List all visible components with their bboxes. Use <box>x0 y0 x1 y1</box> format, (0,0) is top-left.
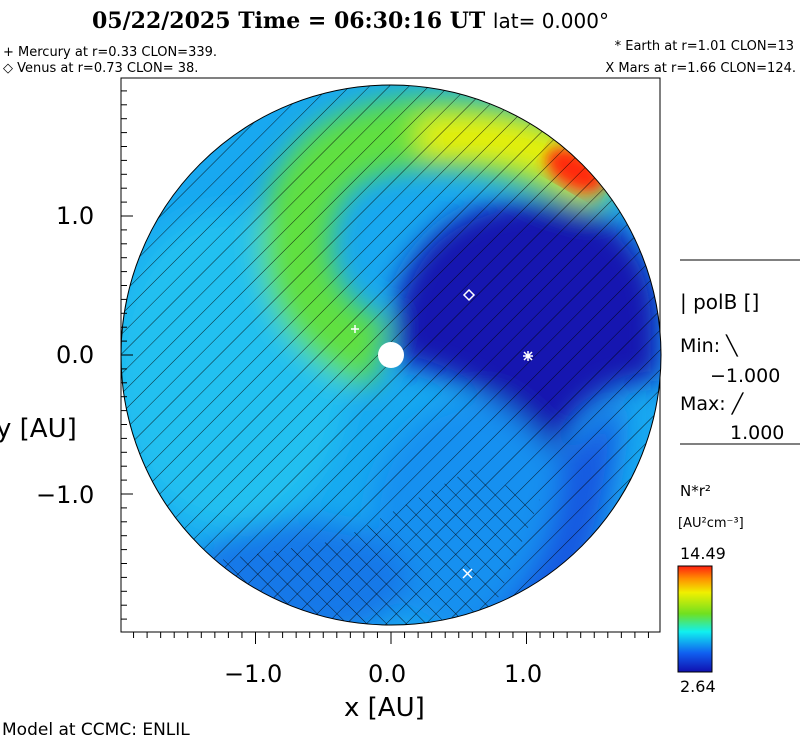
mars-label: X Mars at r=1.66 CLON=124. <box>605 61 796 76</box>
venus-label: ◇ Venus at r=0.73 CLON= 38. <box>3 61 199 76</box>
mercury-marker <box>351 325 359 333</box>
x-tick-label: 0.0 <box>368 660 407 688</box>
x-tick-label: 1.0 <box>504 660 543 688</box>
y-axis-ticks <box>121 90 133 620</box>
min-label: Min: ╲ <box>680 335 738 357</box>
colorbar-max: 14.49 <box>680 544 726 563</box>
y-axis-label: y [AU] <box>0 414 77 444</box>
mercury-label: + Mercury at r=0.33 CLON=339. <box>3 45 218 60</box>
mars-marker <box>462 568 473 579</box>
x-axis-label: x [AU] <box>344 693 425 723</box>
plot-title: 05/22/2025 Time = 06:30:16 UT lat= 0.000… <box>92 10 609 32</box>
y-tick-label: 0.0 <box>56 341 95 369</box>
polb-label: | polB [] <box>680 290 760 314</box>
title-latitude: lat= 0.000° <box>492 9 609 33</box>
colorbar-title: N*r² <box>680 482 711 500</box>
min-value: −1.000 <box>710 365 781 387</box>
x-tick-label: −1.0 <box>224 660 283 688</box>
colorbar-min: 2.64 <box>680 677 716 696</box>
earth-marker <box>523 351 533 361</box>
x-axis-ticks <box>133 632 649 644</box>
max-label: Max: ╱ <box>680 393 744 415</box>
sun-inner-boundary <box>378 342 404 368</box>
y-tick-label: −1.0 <box>36 481 95 509</box>
footer-credit: Model at CCMC: ENLIL <box>2 720 190 740</box>
title-date-time: 05/22/2025 Time = 06:30:16 UT <box>92 8 486 34</box>
venus-marker <box>462 288 476 302</box>
colorbar-units: [AU²cm⁻³] <box>678 516 744 531</box>
colorbar <box>677 565 713 673</box>
earth-label: * Earth at r=1.01 CLON=13 <box>614 39 794 54</box>
y-tick-label: 1.0 <box>56 202 95 230</box>
max-value: 1.000 <box>730 422 785 444</box>
